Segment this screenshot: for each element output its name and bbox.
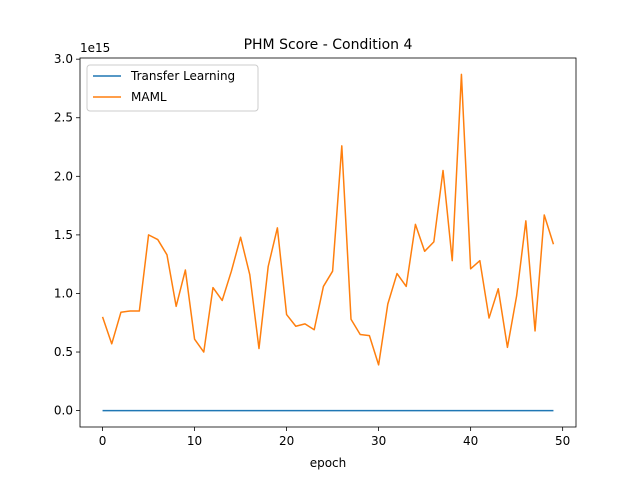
y-tick-label: 3.0 xyxy=(54,52,73,66)
x-tick-label: 20 xyxy=(279,434,294,448)
x-tick-label: 40 xyxy=(463,434,478,448)
y-tick-label: 1.0 xyxy=(54,286,73,300)
x-axis-label: epoch xyxy=(310,456,347,470)
legend-box xyxy=(86,64,259,112)
chart-title: PHM Score - Condition 4 xyxy=(244,37,413,53)
series-layer xyxy=(101,73,555,412)
y-axis-ticks: 0.0 0.5 1.0 1.5 2.0 2.5 3.0 xyxy=(54,52,80,418)
x-tick-label: 30 xyxy=(371,434,386,448)
legend-label-maml: MAML xyxy=(131,90,167,104)
y-axis-offset-text: 1e15 xyxy=(80,41,110,55)
y-tick-label: 2.5 xyxy=(54,111,73,125)
x-tick-label: 10 xyxy=(187,434,202,448)
y-tick-label: 0.0 xyxy=(54,404,73,418)
y-tick-label: 1.5 xyxy=(54,228,73,242)
x-tick-label: 50 xyxy=(555,434,570,448)
x-tick-label: 0 xyxy=(99,434,107,448)
x-axis-ticks: 0 10 20 30 40 50 xyxy=(99,427,570,448)
series-line-maml xyxy=(101,73,555,366)
plot-frame xyxy=(79,57,577,428)
legend-label-transfer-learning: Transfer Learning xyxy=(130,69,235,83)
y-tick-label: 0.5 xyxy=(54,345,73,359)
y-tick-label: 2.0 xyxy=(54,169,73,183)
legend: Transfer Learning MAML xyxy=(86,64,259,112)
